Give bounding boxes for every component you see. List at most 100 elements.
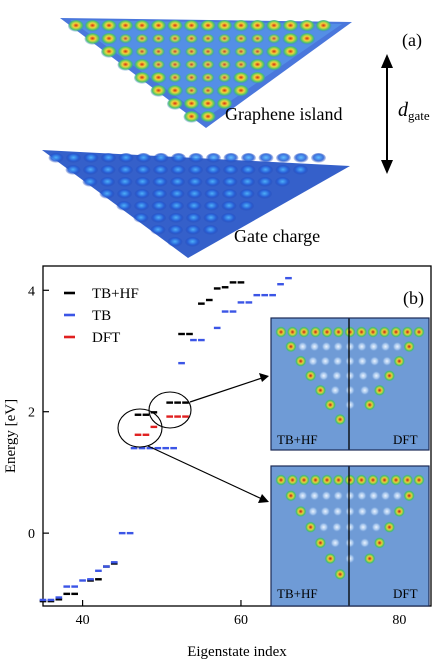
island-peak — [101, 33, 117, 45]
island-peak — [282, 33, 299, 45]
legend-label-tb: TB — [92, 308, 111, 324]
island-peak — [315, 20, 332, 32]
edge-state-peak — [309, 326, 322, 338]
gate-bump — [293, 153, 309, 163]
edge-state-peak — [373, 384, 386, 397]
island-peak — [201, 34, 215, 44]
gate-bump — [136, 153, 151, 163]
density-spot — [345, 356, 355, 367]
density-spot — [345, 385, 355, 396]
gate-bump — [188, 153, 204, 163]
edge-state-peak — [383, 369, 396, 382]
gate-charge-surface — [42, 150, 350, 258]
gate-bump — [168, 225, 183, 235]
gate-bump — [223, 153, 239, 163]
density-spot — [357, 506, 368, 517]
island-peak — [266, 59, 282, 71]
gate-bump — [116, 201, 132, 211]
density-spot — [358, 370, 369, 381]
y-tick-label: 4 — [28, 284, 35, 299]
island-peak — [135, 34, 149, 44]
density-spot — [392, 341, 403, 352]
edge-state-peak — [344, 326, 356, 338]
island-peak — [84, 20, 101, 32]
island-peak — [282, 20, 299, 32]
gate-charge-label: Gate charge — [234, 226, 320, 246]
gate-bump — [205, 177, 220, 187]
island-peak — [216, 20, 233, 32]
gate-bump — [203, 225, 218, 235]
island-peak — [200, 111, 216, 123]
edge-state-peak — [355, 326, 368, 338]
gate-bump — [204, 189, 220, 199]
gate-bump — [152, 189, 167, 199]
island-peak — [299, 20, 315, 32]
density-spot — [345, 399, 355, 410]
gate-bump — [134, 189, 150, 199]
density-spot — [381, 356, 392, 367]
island-peak — [119, 34, 132, 44]
island-peak — [167, 98, 183, 110]
density-spot — [345, 341, 355, 352]
edge-state-peak — [294, 355, 307, 368]
inset-top: TB+HF DFT — [271, 318, 429, 450]
gate-bump — [133, 213, 149, 223]
gate-bump — [65, 165, 81, 175]
gate-bump — [239, 189, 255, 199]
edge-state-peak — [284, 340, 297, 353]
density-spot — [332, 506, 343, 517]
density-spot — [321, 341, 332, 352]
inset-top-left-label: TB+HF — [277, 432, 318, 447]
island-peak — [282, 46, 299, 58]
gate-bump — [151, 213, 166, 223]
gate-bump — [240, 177, 255, 187]
y-axis-label: Energy [eV] — [3, 399, 19, 473]
gate-bump — [135, 177, 150, 187]
x-axis-label: Eigenstate index — [187, 644, 287, 660]
edge-state-peak — [355, 474, 368, 486]
highlight-circle-left — [117, 408, 163, 448]
panel-a: (a) Graphene island Gate charge dgate — [42, 18, 430, 258]
density-spot — [371, 522, 382, 533]
edge-state-peak — [334, 413, 347, 426]
density-spot — [297, 490, 308, 501]
density-spot — [345, 490, 355, 501]
edge-state-peak — [367, 474, 379, 486]
island-peak — [152, 34, 165, 44]
gate-bump — [83, 153, 99, 163]
island-peak — [168, 34, 182, 44]
density-spot — [359, 537, 370, 548]
island-peak — [201, 47, 215, 57]
edge-state-peak — [298, 326, 310, 338]
x-tick-label: 40 — [76, 613, 90, 628]
gate-bump — [100, 177, 115, 187]
edge-state-peak — [367, 326, 379, 338]
gate-bump — [48, 153, 64, 163]
island-peak — [299, 33, 315, 45]
edge-state-peak — [363, 552, 376, 565]
gate-bump — [153, 153, 169, 163]
island-peak — [183, 20, 200, 32]
gate-bump — [241, 153, 256, 163]
edge-state-peak — [378, 474, 391, 486]
island-peak — [218, 73, 231, 83]
density-spot — [369, 506, 380, 517]
island-peak — [117, 59, 134, 71]
island-peak — [68, 20, 84, 32]
gate-bump — [258, 165, 273, 175]
edge-state-peak — [390, 474, 402, 486]
island-peak — [249, 20, 266, 32]
island-peak — [201, 60, 215, 70]
gate-charge-bumps — [48, 153, 326, 247]
island-peak — [251, 47, 264, 57]
edge-state-peak — [324, 552, 337, 565]
edge-state-peak — [401, 326, 414, 338]
inset-bottom-right-label: DFT — [393, 586, 418, 601]
island-peak — [168, 60, 182, 70]
density-spot — [371, 370, 382, 381]
edge-state-peak — [344, 474, 356, 486]
island-peak — [185, 47, 198, 57]
island-peak — [267, 34, 281, 44]
island-peak — [150, 72, 167, 84]
gate-bump — [204, 201, 219, 211]
